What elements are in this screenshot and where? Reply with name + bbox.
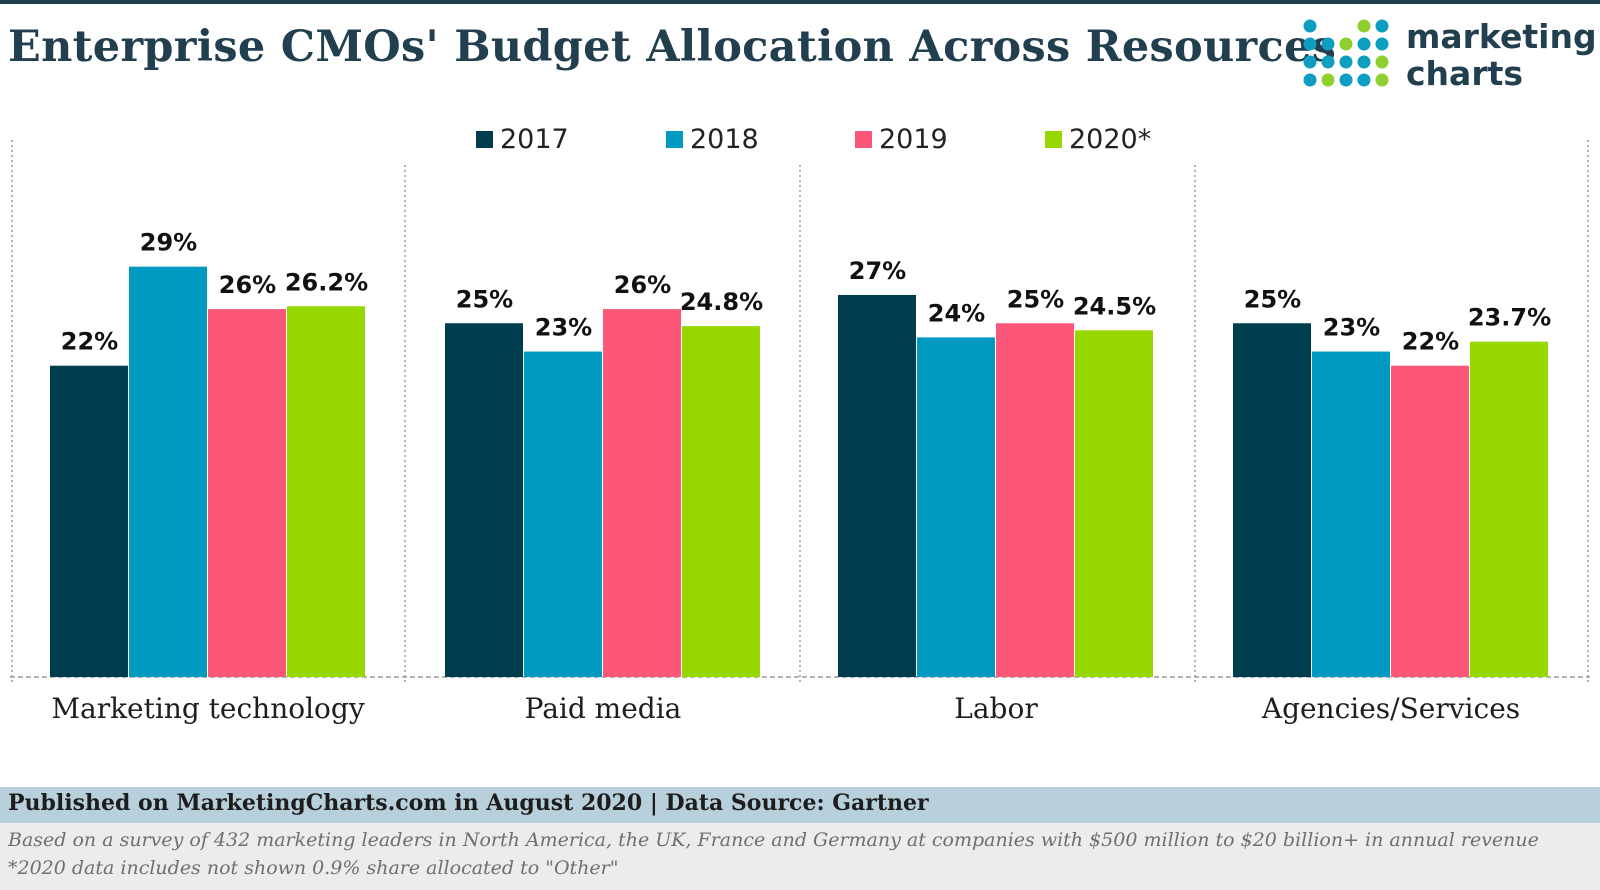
logo-dot	[1357, 37, 1371, 51]
legend-swatch	[666, 130, 683, 148]
legend-item-2017: 2017	[476, 122, 569, 156]
logo-dot	[1375, 37, 1389, 51]
data-label: 23%	[535, 314, 592, 342]
bar-2020-1	[287, 306, 365, 677]
data-label: 23%	[1323, 314, 1380, 342]
data-label: 24.8%	[680, 288, 763, 316]
data-label: 22%	[61, 328, 118, 356]
logo-dot	[1321, 37, 1335, 51]
legend-label: 2018	[690, 123, 759, 155]
data-label: 26.2%	[285, 268, 368, 296]
logo-dot	[1339, 37, 1353, 51]
logo-dot	[1357, 55, 1371, 69]
category-label: Paid media	[525, 692, 682, 725]
bar-2019-1	[208, 309, 286, 677]
logo-dot	[1339, 55, 1353, 69]
logo-line-2: charts	[1406, 54, 1524, 93]
logo-dot	[1303, 73, 1317, 87]
bar-2019-3	[996, 323, 1074, 677]
data-label: 25%	[1244, 285, 1301, 313]
category-label: Labor	[954, 692, 1038, 725]
legend-swatch	[476, 130, 493, 148]
bar-2019-2	[603, 309, 681, 677]
bar-2020-4	[1470, 341, 1548, 677]
bar-2017-1	[50, 365, 128, 677]
bar-2018-3	[917, 337, 995, 677]
logo-dot	[1303, 19, 1317, 33]
data-label: 25%	[1007, 285, 1064, 313]
bar-2017-3	[838, 294, 916, 677]
logo-dot	[1321, 73, 1335, 87]
footer-source: Published on MarketingCharts.com in Augu…	[8, 790, 929, 816]
bar-2018-1	[129, 266, 207, 677]
bar-2017-2	[445, 323, 523, 677]
footer-bar	[0, 787, 1600, 823]
data-label: 22%	[1402, 328, 1459, 356]
legend-item-2019: 2019	[855, 122, 948, 156]
data-label: 29%	[140, 229, 197, 257]
legend-item-2020: 2020*	[1045, 122, 1151, 156]
logo-dot	[1339, 73, 1353, 87]
bar-2020-3	[1075, 330, 1153, 677]
logo-dot	[1303, 37, 1317, 51]
legend-swatch	[1045, 130, 1062, 148]
footer-note: Based on a survey of 432 marketing leade…	[8, 829, 1539, 879]
legend-item-2018: 2018	[666, 122, 759, 156]
data-label: 24.5%	[1073, 292, 1156, 320]
bar-2020-2	[682, 326, 760, 677]
logo-dot	[1375, 73, 1389, 87]
logo-dot	[1303, 55, 1317, 69]
bar-2018-4	[1312, 351, 1390, 677]
bar-chart: 22% 29% 26% 26.2% Marketing technology 25% 23%…	[10, 140, 1590, 725]
footer-note-background	[0, 823, 1600, 890]
data-label: 26%	[614, 271, 671, 299]
legend-label: 2020*	[1069, 123, 1152, 155]
data-label: 25%	[456, 285, 513, 313]
data-label: 27%	[849, 257, 906, 285]
top-rule	[0, 0, 1600, 4]
category-label: Marketing technology	[51, 692, 365, 725]
legend-swatch	[855, 130, 872, 148]
logo-dot	[1357, 19, 1371, 33]
bar-2017-4	[1233, 323, 1311, 677]
bar-2019-4	[1391, 365, 1469, 677]
logo-dots-icon	[1303, 19, 1389, 87]
logo-dot	[1357, 73, 1371, 87]
legend-label: 2017	[500, 123, 569, 155]
data-label: 26%	[219, 271, 276, 299]
data-label: 24%	[928, 299, 985, 327]
chart-title: Enterprise CMOs' Budget Allocation Acros…	[8, 22, 1337, 72]
logo-dot	[1321, 55, 1335, 69]
category-label: Agencies/Services	[1261, 692, 1520, 725]
logo-dot	[1375, 19, 1389, 33]
logo-line-1: marketing	[1406, 17, 1597, 56]
logo-dot	[1375, 55, 1389, 69]
data-label: 23.7%	[1468, 304, 1551, 332]
chart-legend: 2017 2018 2019 2020*	[0, 122, 1600, 156]
bar-2018-2	[524, 351, 602, 677]
marketing-charts-logo[interactable]: marketing charts	[1302, 18, 1597, 98]
legend-label: 2019	[879, 123, 948, 155]
